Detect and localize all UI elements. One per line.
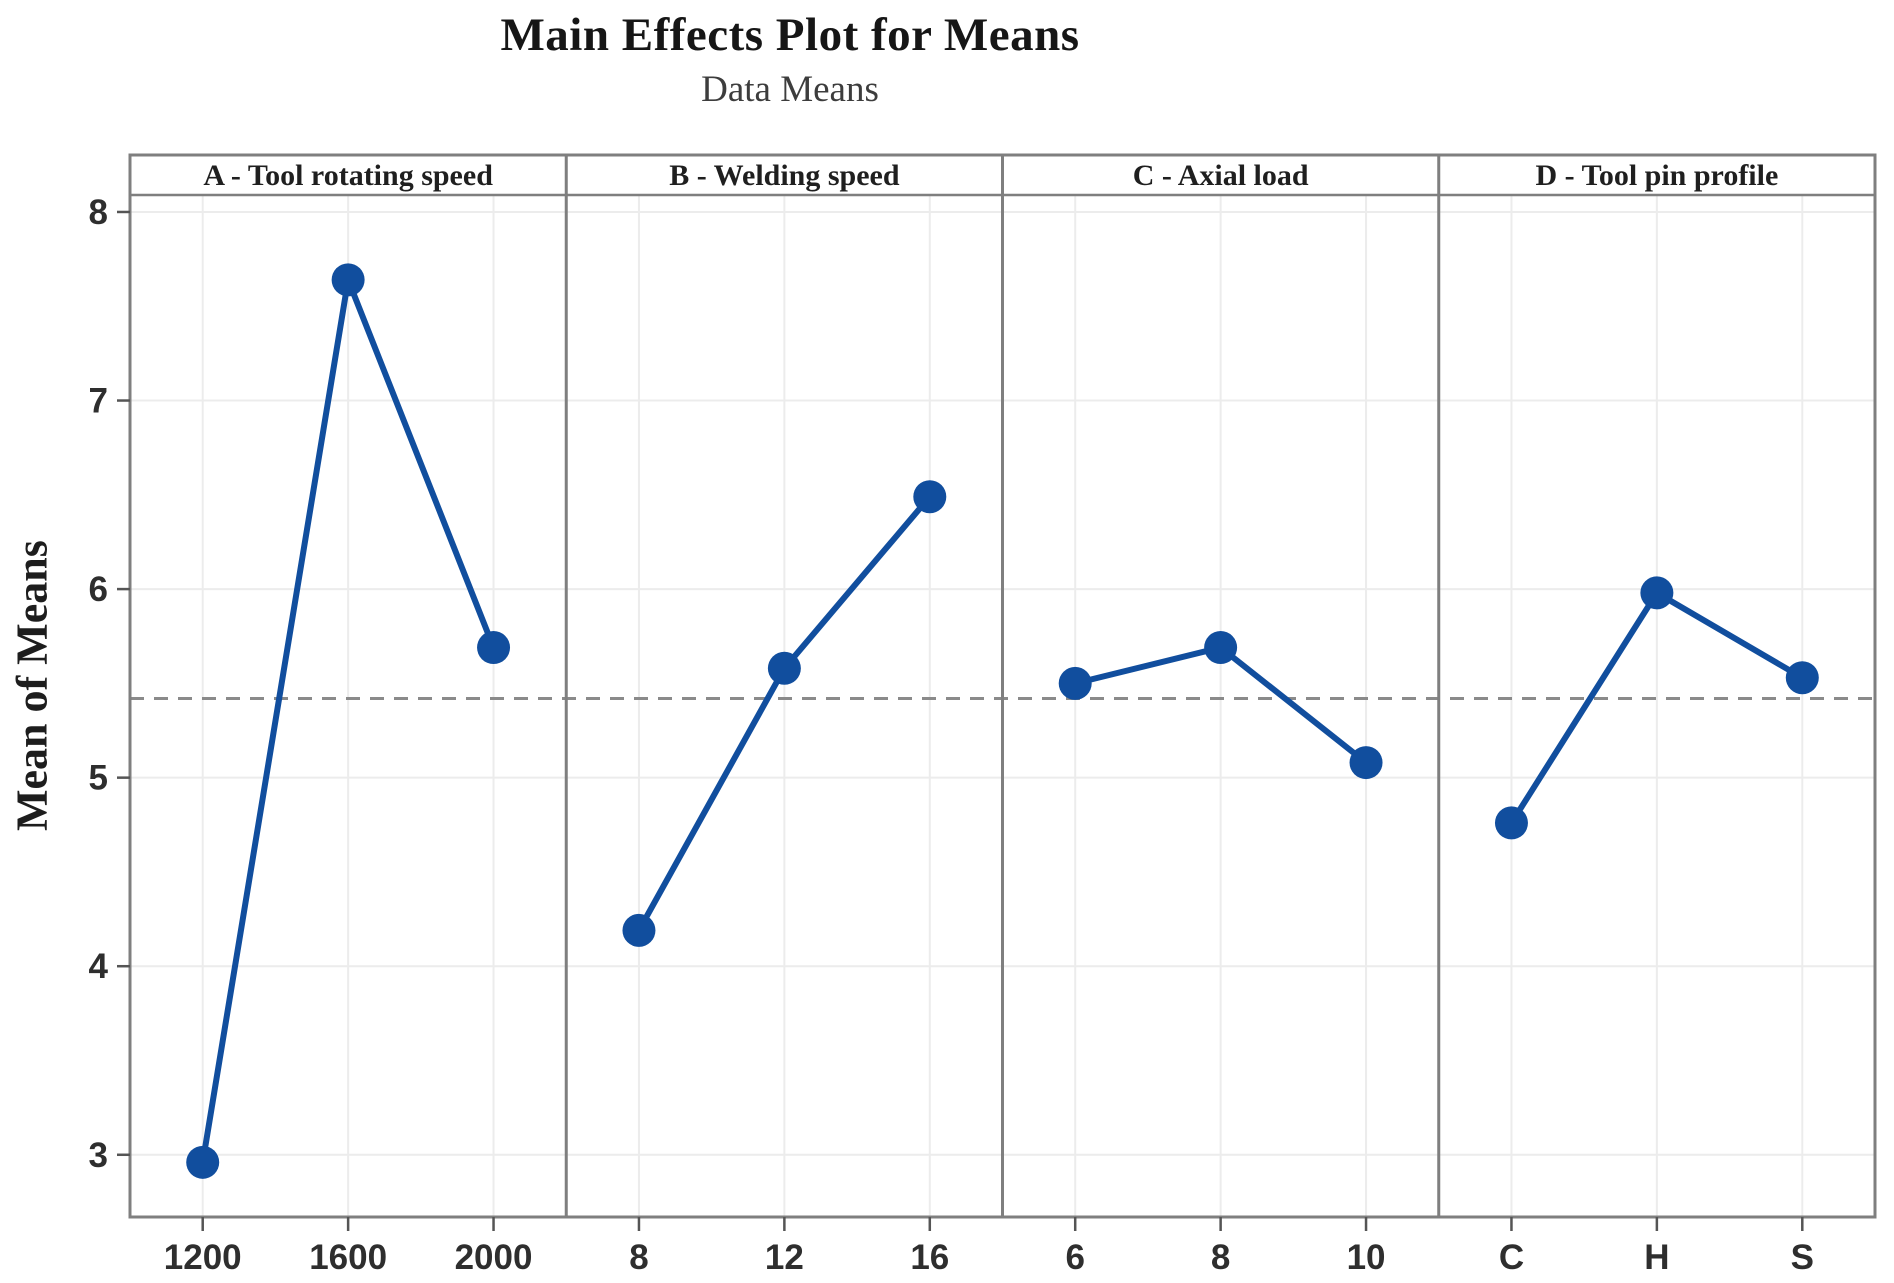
data-point [331, 263, 365, 297]
data-point [1204, 631, 1238, 665]
x-tick-label: 10 [1347, 1238, 1386, 1277]
x-tick-label: 6 [1065, 1238, 1084, 1277]
x-tick-label: 2000 [455, 1238, 533, 1277]
data-point [1640, 576, 1674, 610]
panel-header-label: C - Axial load [1133, 159, 1309, 192]
x-tick-label: H [1644, 1238, 1669, 1277]
x-tick-label: 1600 [309, 1238, 387, 1277]
x-tick-label: 16 [910, 1238, 949, 1277]
panel-header-label: B - Welding speed [669, 159, 900, 192]
x-tick-label: 8 [1211, 1238, 1230, 1277]
y-tick-label: 7 [89, 382, 108, 421]
data-point [622, 913, 656, 947]
data-point [767, 651, 801, 685]
x-tick-label: 8 [629, 1238, 648, 1277]
y-tick-label: 3 [89, 1136, 108, 1175]
panel-header-label: A - Tool rotating speed [203, 159, 493, 192]
y-tick-label: 8 [89, 193, 108, 232]
x-tick-label: 1200 [164, 1238, 242, 1277]
x-tick-label: S [1791, 1238, 1814, 1277]
data-point [477, 631, 511, 665]
data-point [186, 1145, 220, 1179]
x-tick-label: C [1499, 1238, 1524, 1277]
data-point [1494, 806, 1528, 840]
x-tick-label: 12 [765, 1238, 804, 1277]
data-point [1058, 666, 1092, 700]
y-tick-label: 5 [89, 759, 108, 798]
panel-header-label: D - Tool pin profile [1535, 159, 1778, 192]
y-tick-label: 4 [89, 947, 109, 986]
data-point [1349, 746, 1383, 780]
y-tick-label: 6 [89, 570, 108, 609]
data-point [1785, 661, 1819, 695]
data-point [913, 480, 947, 514]
